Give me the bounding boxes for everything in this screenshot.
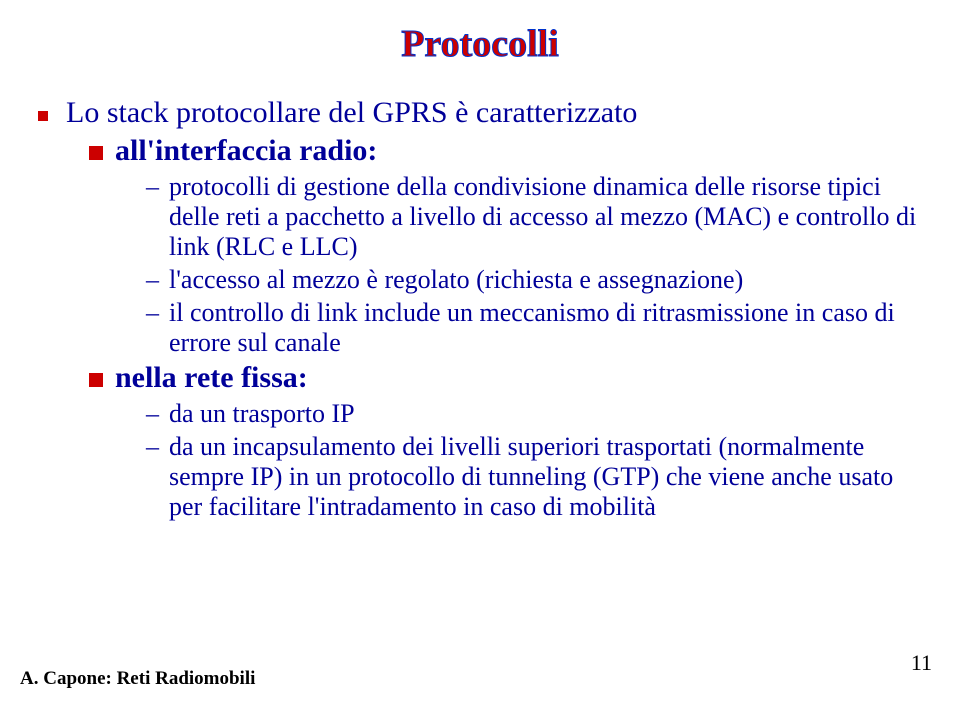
bullet-level3: – da un incapsulamento dei livelli super… [146,432,930,522]
bullet-level3: – da un trasporto IP [146,399,930,429]
l3-text: da un trasporto IP [169,399,355,429]
bullet-level3: – protocolli di gestione della condivisi… [146,172,930,262]
l2-text: all'interfaccia radio: [115,134,377,168]
dash-bullet-icon: – [146,399,159,429]
dash-bullet-icon: – [146,265,159,295]
l3-text: da un incapsulamento dei livelli superio… [169,432,930,522]
l2-text: nella rete fissa: [115,361,308,395]
title-text: Protocolli [401,23,559,65]
bullet-level2: all'interfaccia radio: [89,134,930,168]
dash-bullet-icon: – [146,432,159,462]
l3-text: l'accesso al mezzo è regolato (richiesta… [169,265,743,295]
bullet-level1: Lo stack protocollare del GPRS è caratte… [38,96,930,130]
square-bullet-icon [89,146,103,160]
l3-text: protocolli di gestione della condivision… [169,172,930,262]
content: Lo stack protocollare del GPRS è caratte… [0,96,960,522]
page-number: 11 [911,650,932,676]
dash-bullet-icon: – [146,298,159,328]
title-svg: Protocolli [370,20,590,68]
bullet-level3: – il controllo di link include un meccan… [146,298,930,358]
l3-text: il controllo di link include un meccanis… [169,298,930,358]
dash-bullet-icon: – [146,172,159,202]
bullet-level2: nella rete fissa: [89,361,930,395]
square-bullet-icon [38,111,48,121]
footer-author: A. Capone: Reti Radiomobili [20,668,255,690]
slide: Protocolli Lo stack protocollare del GPR… [0,0,960,704]
page-title: Protocolli [0,20,960,78]
l1-text: Lo stack protocollare del GPRS è caratte… [66,96,637,130]
square-bullet-icon [89,373,103,387]
bullet-level3: – l'accesso al mezzo è regolato (richies… [146,265,930,295]
